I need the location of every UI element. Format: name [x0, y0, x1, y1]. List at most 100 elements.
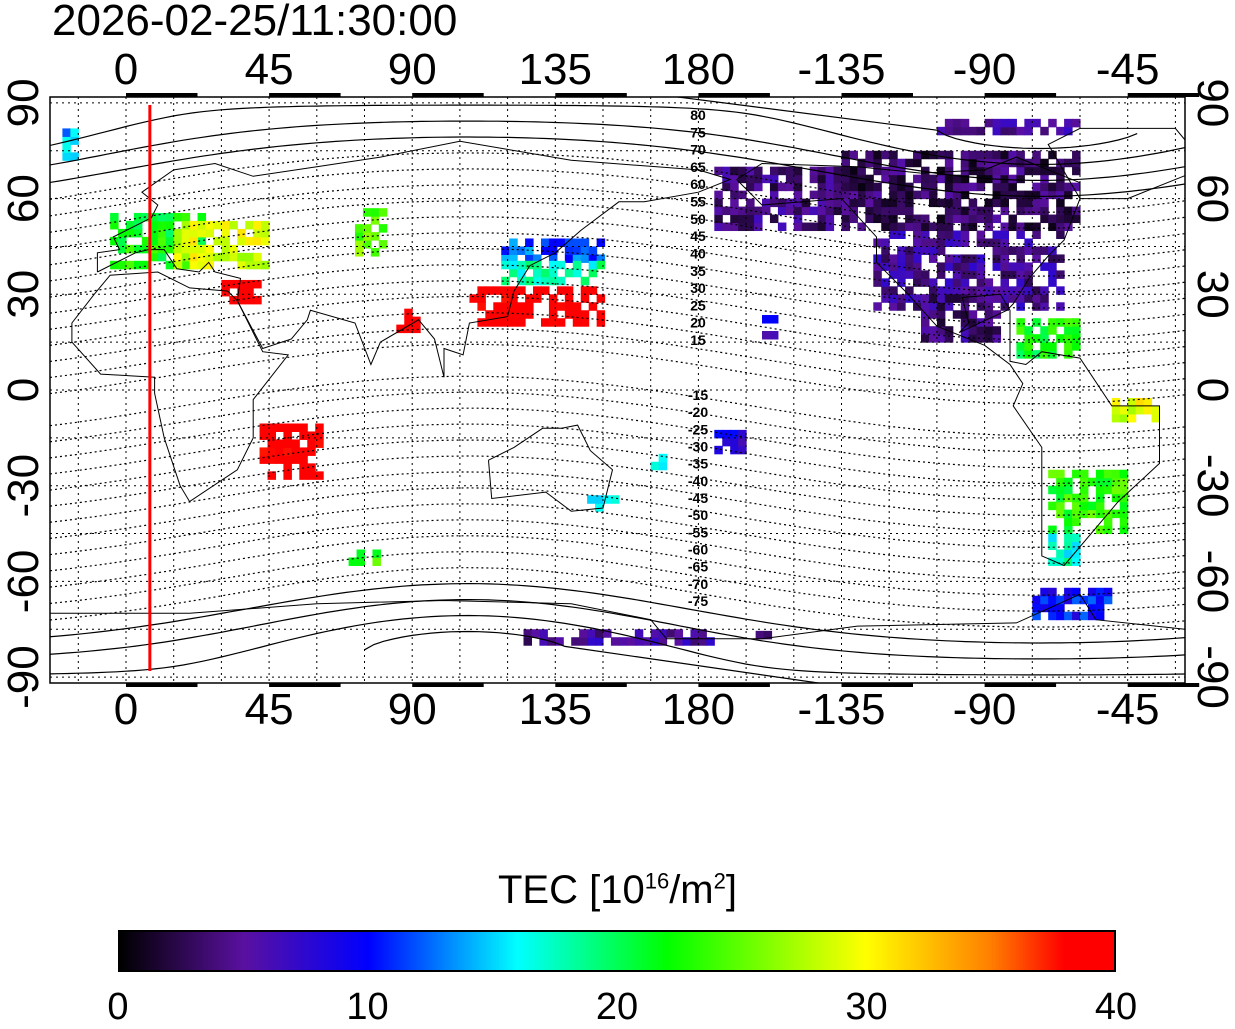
magnetic-latitude-contour — [50, 471, 1185, 532]
tec-pixel — [730, 166, 739, 176]
colorbar-tick-label: 10 — [346, 986, 389, 1028]
tec-pixel — [1040, 286, 1049, 295]
tec-pixel — [564, 246, 574, 255]
tec-pixel — [548, 276, 558, 286]
tec-pixel — [181, 220, 191, 230]
magnetic-latitude-contour — [50, 582, 1185, 644]
magnetic-latitude-contour — [50, 614, 1185, 676]
tec-pixel — [1064, 326, 1073, 335]
tec-pixel — [509, 246, 518, 255]
tec-pixel — [865, 174, 874, 184]
tec-pixel — [754, 166, 763, 176]
left-lat-label: 60 — [0, 174, 48, 223]
tec-pixel — [133, 220, 143, 230]
tec-pixel — [1040, 334, 1049, 343]
tec-pixel — [1072, 501, 1081, 511]
coastline — [488, 424, 614, 512]
tec-pixel — [1040, 342, 1049, 351]
tec-pixel — [976, 278, 986, 287]
tec-pixel — [548, 254, 558, 263]
tec-pixel — [1072, 517, 1081, 527]
tec-pixel — [1016, 126, 1025, 136]
tec-pixel — [921, 294, 930, 303]
tec-pixel — [913, 214, 922, 224]
tec-pixel — [173, 244, 183, 254]
tec-pixel — [873, 302, 882, 311]
frame-tick-top — [698, 93, 770, 97]
tec-pixel — [610, 637, 620, 646]
tec-pixel — [525, 246, 534, 255]
tec-pixel — [1080, 493, 1089, 503]
tec-pixel — [1111, 397, 1121, 407]
tec-pixel — [525, 260, 534, 270]
tec-pixel — [372, 557, 381, 566]
tec-pixel — [905, 262, 914, 271]
tec-pixel — [580, 294, 590, 303]
tec-pixel — [913, 254, 922, 263]
tec-pixel — [1032, 150, 1041, 160]
tec-pixel — [881, 198, 890, 208]
tec-pixel — [1087, 595, 1097, 605]
tec-pixel — [1087, 603, 1097, 613]
tec-pixel — [714, 222, 723, 232]
tec-pixel — [572, 310, 582, 319]
tec-pixel — [197, 260, 207, 270]
tec-pixel — [913, 190, 922, 200]
tec-pixel — [517, 310, 526, 319]
bottom-lon-label: 180 — [662, 685, 735, 734]
tec-pixel — [658, 461, 668, 471]
tec-pixel — [1072, 549, 1081, 558]
tec-pixel — [354, 248, 364, 257]
tec-pixel — [1016, 230, 1025, 239]
tec-pixel — [817, 198, 827, 208]
tec-pixel — [777, 166, 787, 176]
tec-pixel — [976, 294, 986, 303]
tec-pixel — [1032, 230, 1041, 239]
tec-pixel — [881, 222, 890, 232]
tec-pixel — [588, 246, 598, 255]
tec-pixel — [1032, 595, 1041, 605]
frame-tick-bottom — [984, 683, 1057, 687]
tec-pixel — [952, 294, 962, 303]
magnetic-latitude-contour — [50, 519, 1185, 580]
frame-tick-bottom — [555, 683, 627, 687]
tec-pixel — [1016, 350, 1025, 359]
tec-pixel — [133, 228, 143, 238]
tec-pixel — [1072, 493, 1081, 503]
tec-pixel — [404, 316, 413, 326]
tec-pixel — [1016, 166, 1025, 176]
tec-pixel — [944, 254, 954, 263]
tec-pixel — [572, 238, 582, 247]
tec-pixel — [714, 445, 723, 455]
tec-pixel — [588, 302, 598, 311]
tec-pixel — [299, 471, 308, 480]
tec-pixel — [362, 224, 372, 233]
tec-pixel — [165, 228, 175, 238]
tec-pixel — [110, 220, 119, 230]
tec-pixel — [525, 302, 534, 311]
tec-pixel — [762, 198, 771, 208]
tec-pixel — [928, 238, 938, 247]
tec-pixel — [1072, 557, 1081, 566]
tec-pixel — [730, 190, 739, 200]
tec-pixel — [936, 286, 946, 295]
tec-pixel — [793, 206, 803, 216]
tec-pixel — [501, 302, 510, 311]
tec-pixel — [1040, 158, 1049, 168]
tec-pixel — [714, 206, 723, 216]
tec-pixel — [533, 254, 542, 263]
tec-pixel — [722, 222, 731, 232]
magnetic-latitude-contour — [50, 263, 1185, 325]
tec-pixel — [1064, 318, 1073, 327]
tec-pixel — [936, 222, 946, 232]
tec-pixel — [157, 228, 167, 238]
tec-pixel — [992, 294, 1002, 303]
tec-pixel — [936, 246, 946, 255]
tec-pixel — [1064, 517, 1073, 527]
tec-pixel — [267, 455, 277, 464]
tec-pixel — [548, 246, 558, 255]
tec-pixel — [928, 190, 938, 200]
tec-pixel — [133, 260, 143, 270]
tec-pixel — [968, 182, 978, 192]
tec-pixel — [533, 260, 542, 270]
